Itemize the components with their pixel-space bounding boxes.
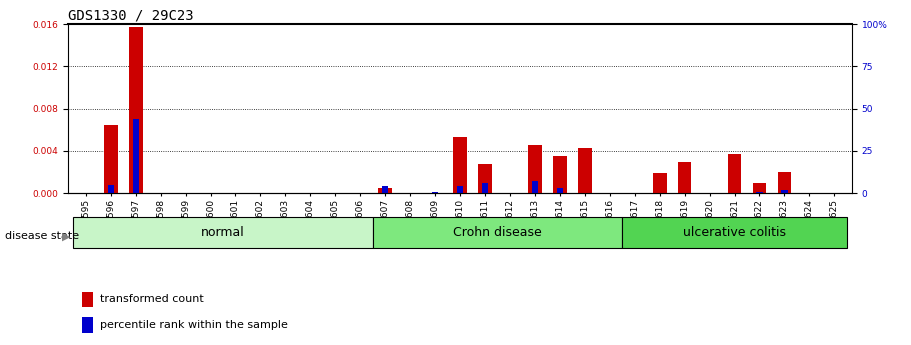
Bar [82,292,94,307]
Text: ulcerative colitis: ulcerative colitis [683,226,786,239]
Bar [432,191,438,193]
Bar [482,183,488,193]
Bar [457,186,463,193]
Bar [133,119,138,193]
Text: GDS1330 / 29C23: GDS1330 / 29C23 [68,9,194,23]
Bar [378,188,392,193]
FancyBboxPatch shape [373,217,622,248]
Bar [653,173,667,193]
Bar [728,154,742,193]
Text: disease state: disease state [5,231,78,241]
Bar [756,191,763,193]
Bar [107,185,114,193]
FancyBboxPatch shape [622,217,847,248]
Bar [478,164,492,193]
Bar [382,186,388,193]
Bar [453,137,467,193]
Bar [104,125,118,193]
Text: percentile rank within the sample: percentile rank within the sample [100,320,288,330]
Text: Crohn disease: Crohn disease [453,226,542,239]
Bar [528,145,542,193]
Bar [782,190,787,193]
Bar [553,156,567,193]
Bar [557,188,563,193]
Bar [678,161,691,193]
Text: ▶: ▶ [62,231,70,241]
Bar [532,181,538,193]
Bar [778,172,792,193]
Bar [82,317,94,333]
FancyBboxPatch shape [73,217,373,248]
Bar [578,148,591,193]
Text: normal: normal [201,226,245,239]
Bar [752,183,766,193]
Bar [128,27,142,193]
Text: transformed count: transformed count [100,294,204,304]
